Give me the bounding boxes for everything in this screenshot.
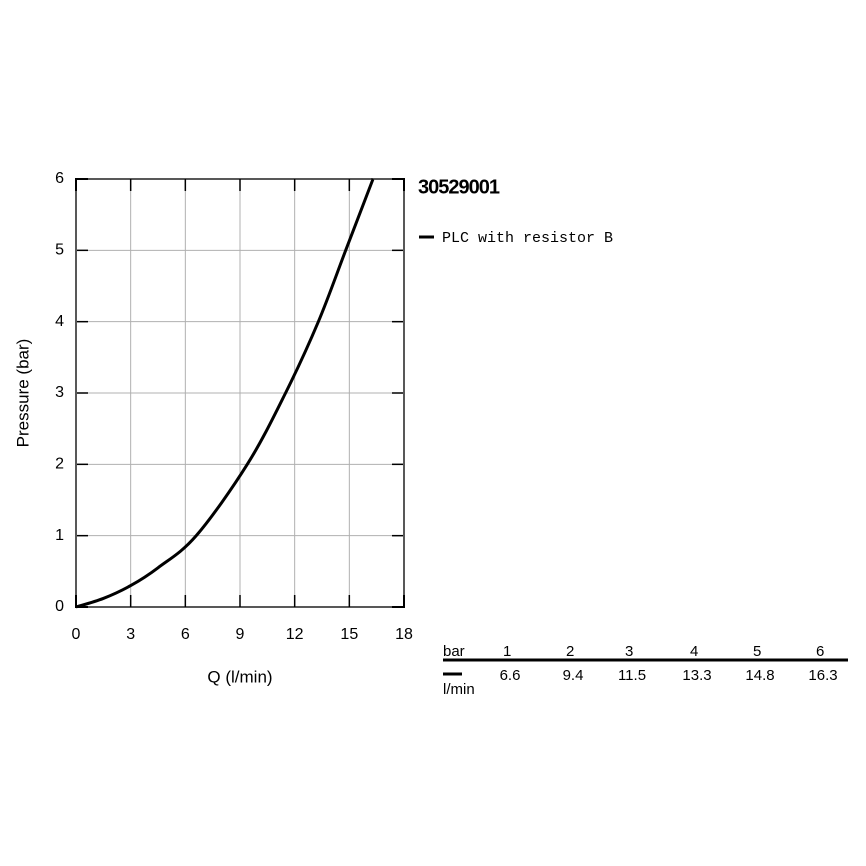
data-line — [75, 178, 375, 609]
table-value-cell: 9.4 — [563, 667, 584, 684]
table-header-cell: 3 — [625, 643, 633, 660]
legend-label: PLC with resistor B — [442, 230, 613, 247]
y-tick-label: 6 — [55, 170, 64, 187]
table-value-cell: 13.3 — [682, 667, 711, 684]
table-value-cell: 16.3 — [808, 667, 837, 684]
y-tick-label: 0 — [55, 598, 64, 615]
table-value-cell: 14.8 — [745, 667, 774, 684]
table-header-cell: 4 — [690, 643, 698, 660]
table-header-cell: 2 — [566, 643, 574, 660]
chart-title: 30529001 — [418, 176, 500, 198]
y-tick-label: 4 — [55, 313, 64, 330]
table-header-cell: 5 — [753, 643, 761, 660]
x-tick-label: 15 — [340, 626, 358, 643]
x-axis-label: Q (l/min) — [207, 667, 272, 686]
x-tick-label: 18 — [395, 626, 413, 643]
table-row-label: l/min — [443, 681, 475, 698]
table-header-cell: 1 — [503, 643, 511, 660]
y-tick-label: 2 — [55, 456, 64, 473]
x-tick-label: 9 — [236, 626, 245, 643]
x-tick-label: 0 — [72, 626, 81, 643]
y-tick-label: 5 — [55, 242, 64, 259]
table-header-cell: 6 — [816, 643, 824, 660]
table-value-cell: 11.5 — [618, 667, 646, 684]
y-axis-label: Pressure (bar) — [13, 339, 32, 448]
y-tick-label: 3 — [55, 384, 64, 401]
y-tick-label: 1 — [55, 527, 64, 544]
x-tick-label: 12 — [286, 626, 304, 643]
x-tick-label: 3 — [126, 626, 135, 643]
x-tick-label: 6 — [181, 626, 190, 643]
table-value-cell: 6.6 — [500, 667, 521, 684]
table-header-label: bar — [443, 643, 465, 660]
